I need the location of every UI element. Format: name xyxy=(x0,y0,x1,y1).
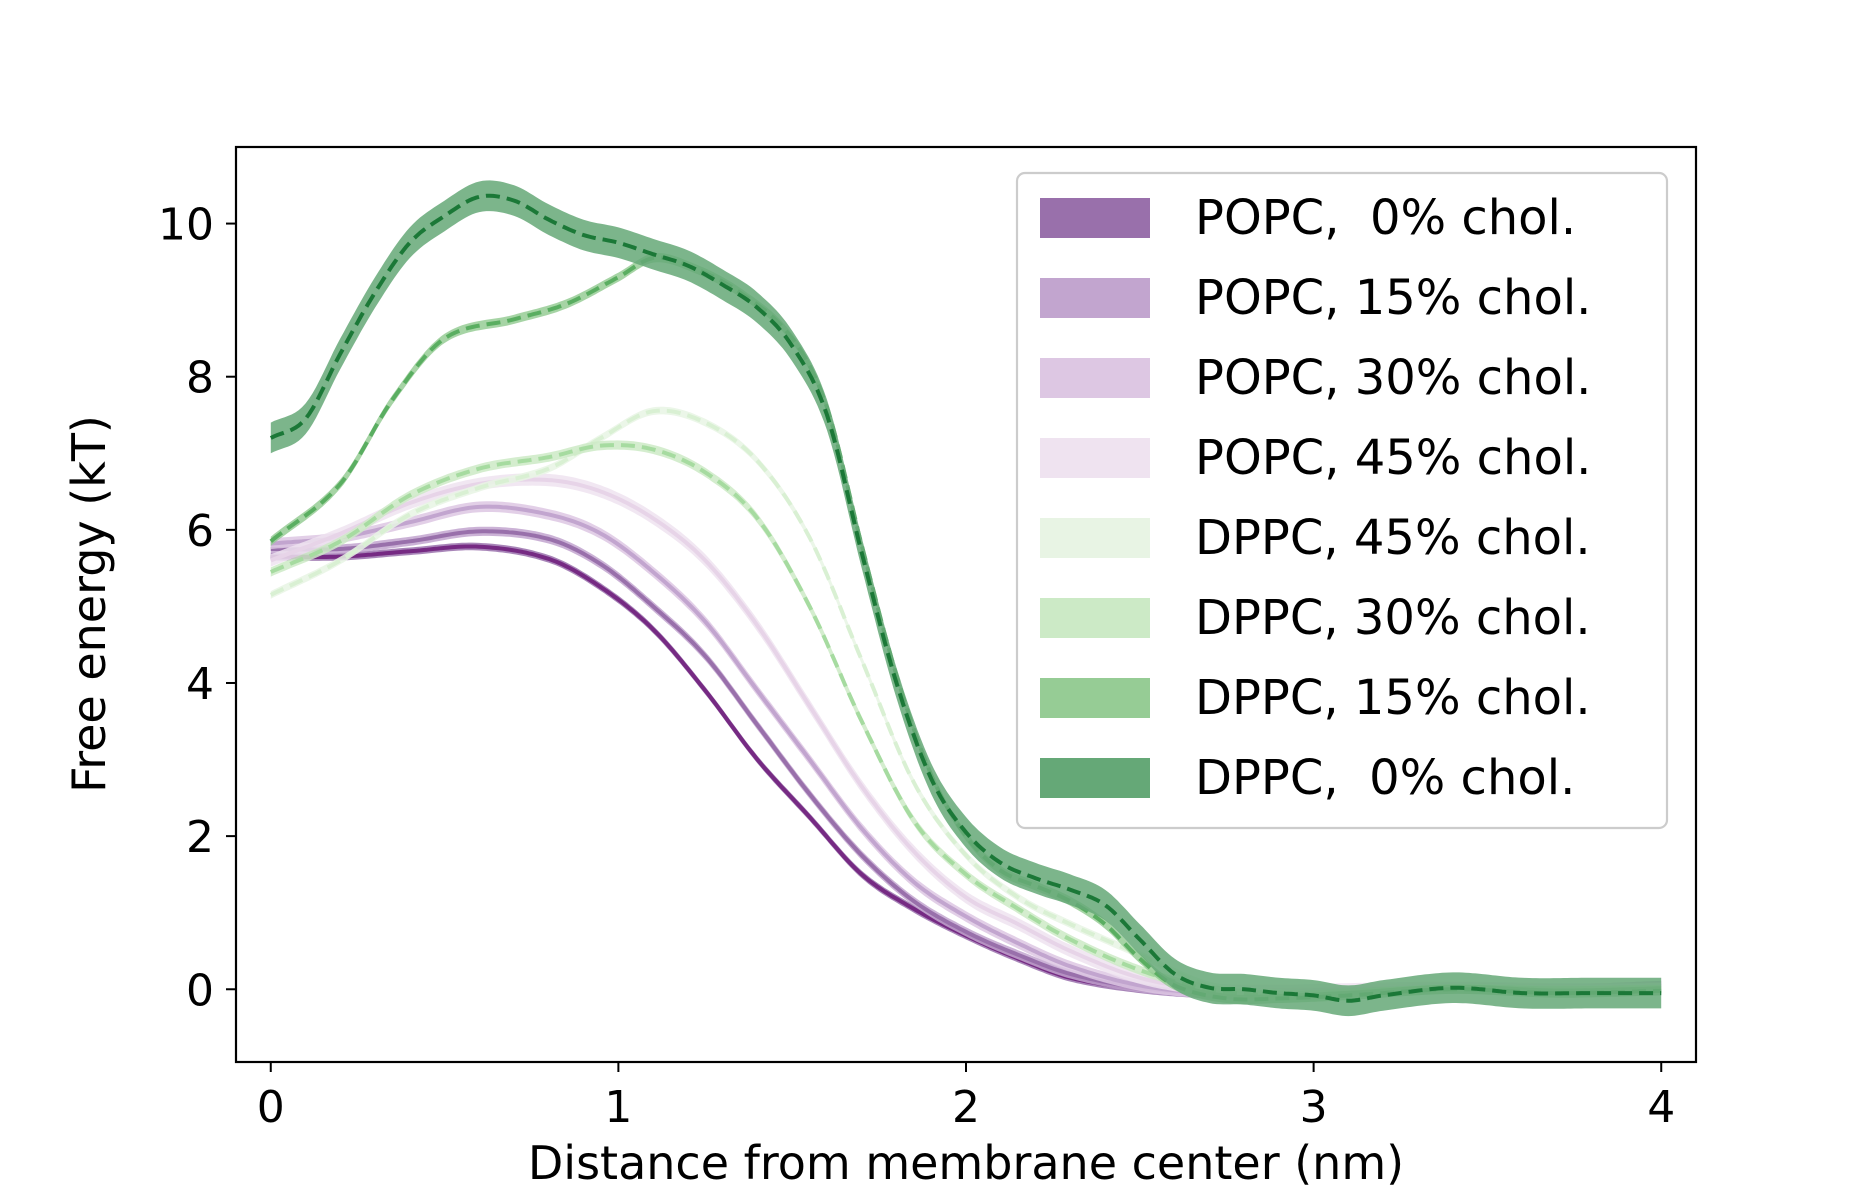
series-8 xyxy=(269,180,1662,1017)
legend-swatch-3 xyxy=(1040,358,1150,398)
legend-box xyxy=(1015,171,1669,830)
legend-swatch-5 xyxy=(1040,518,1150,558)
y-tick-label-0: 0 xyxy=(186,965,214,1016)
series-6-line xyxy=(269,443,1662,998)
legend-label-3: POPC, 30% chol. xyxy=(1195,350,1591,406)
legend-label-5: DPPC, 45% chol. xyxy=(1195,510,1591,566)
legend-item-1: POPC, 0% chol. xyxy=(1040,190,1576,246)
x-tick-label-2: 2 xyxy=(952,1082,980,1133)
legend-label-1: POPC, 0% chol. xyxy=(1195,190,1576,246)
legend-label-4: POPC, 45% chol. xyxy=(1195,430,1591,486)
y-tick-label-3: 6 xyxy=(186,506,214,557)
y-axis-label: Free energy (kT) xyxy=(62,415,116,793)
series-layer xyxy=(269,180,1662,1017)
legend-item-6: DPPC, 30% chol. xyxy=(1040,590,1591,646)
x-axis-label: Distance from membrane center (nm) xyxy=(528,1136,1404,1190)
x-tick-label-0: 0 xyxy=(257,1082,285,1133)
series-6 xyxy=(269,440,1662,1001)
y-tick-label-1: 2 xyxy=(186,812,214,863)
legend-items: POPC, 0% chol. POPC, 15% chol. POPC, 30% c… xyxy=(1040,190,1591,806)
y-tick-label-4: 8 xyxy=(186,353,214,404)
legend-swatch-1 xyxy=(1040,198,1150,238)
legend-label-6: DPPC, 30% chol. xyxy=(1195,590,1591,646)
series-8-line xyxy=(269,193,1662,1003)
legend-swatch-4 xyxy=(1040,438,1150,478)
legend-label-2: POPC, 15% chol. xyxy=(1195,270,1591,326)
y-tick-label-2: 4 xyxy=(186,659,214,710)
legend-swatch-7 xyxy=(1040,678,1150,718)
legend-swatch-8 xyxy=(1040,758,1150,798)
legend-swatch-6 xyxy=(1040,598,1150,638)
legend-swatch-2 xyxy=(1040,278,1150,318)
legend-label-8: DPPC, 0% chol. xyxy=(1195,750,1575,806)
legend: POPC, 0% chol. POPC, 15% chol. POPC, 30% c… xyxy=(1015,171,1669,830)
legend-item-8: DPPC, 0% chol. xyxy=(1040,750,1575,806)
legend-item-3: POPC, 30% chol. xyxy=(1040,350,1591,406)
y-tick-label-5: 10 xyxy=(158,200,214,251)
legend-item-4: POPC, 45% chol. xyxy=(1040,430,1591,486)
legend-item-2: POPC, 15% chol. xyxy=(1040,270,1591,326)
axes-layer: 0 1 2 3 4 0 2 4 6 8 10 xyxy=(158,200,1675,1133)
x-tick-label-3: 3 xyxy=(1300,1082,1328,1133)
legend-item-7: DPPC, 15% chol. xyxy=(1040,670,1591,726)
x-tick-label-1: 1 xyxy=(604,1082,632,1133)
legend-item-5: DPPC, 45% chol. xyxy=(1040,510,1591,566)
legend-label-7: DPPC, 15% chol. xyxy=(1195,670,1591,726)
series-4-band xyxy=(270,473,1662,997)
x-tick-label-4: 4 xyxy=(1647,1082,1675,1133)
